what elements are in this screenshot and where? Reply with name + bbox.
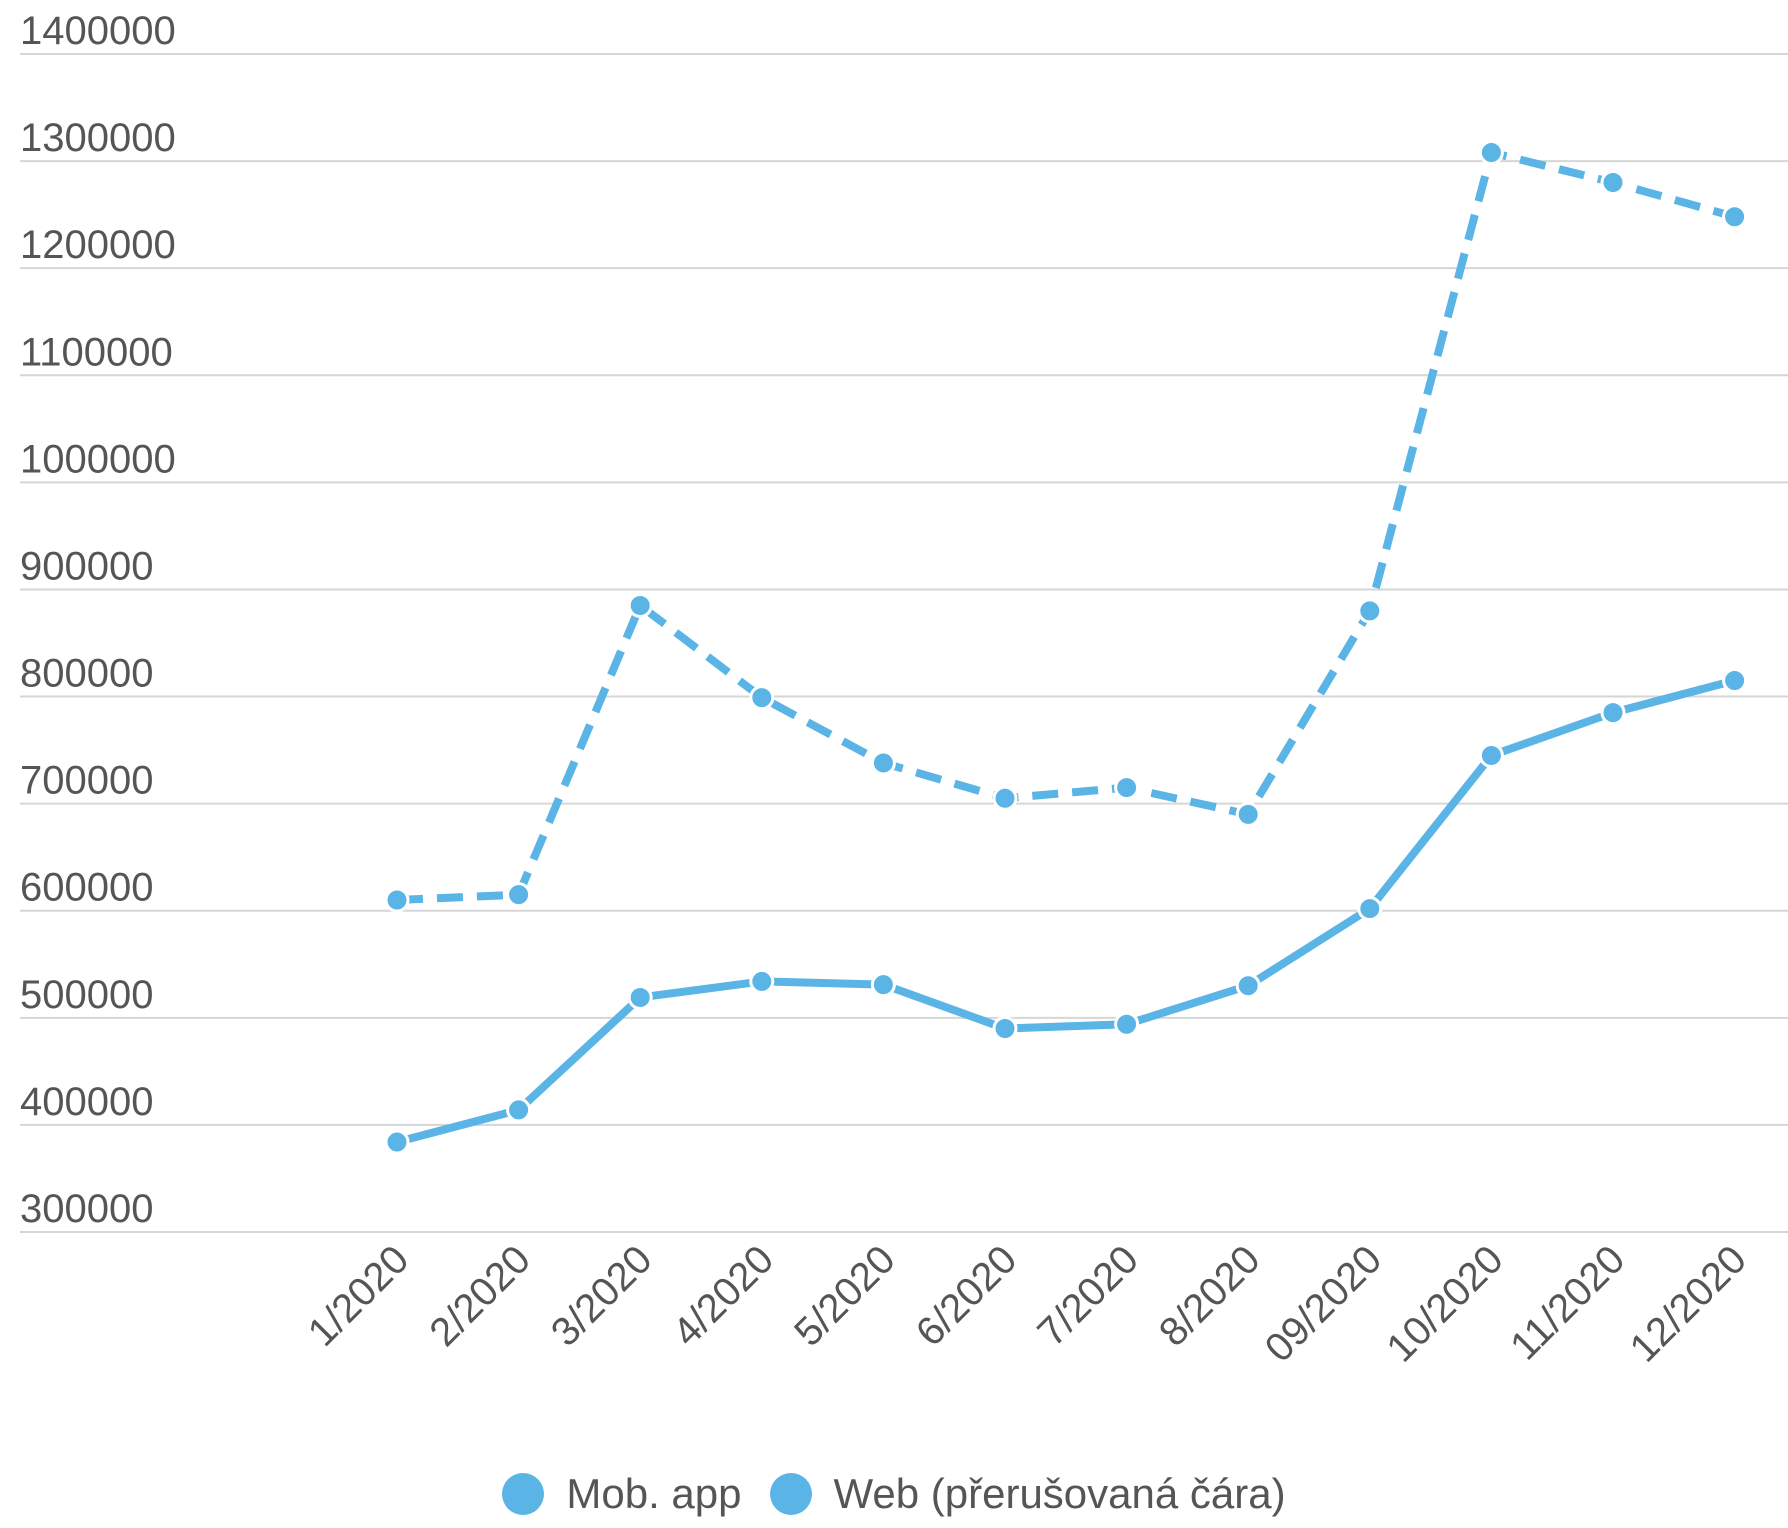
y-tick-label-400000: 400000 <box>20 1080 153 1124</box>
legend-swatch-mob-app <box>502 1473 545 1515</box>
data-point-mob-9[interactable] <box>1478 742 1504 768</box>
data-point-web-9[interactable] <box>1478 140 1504 166</box>
x-tick-label-2-2020: 2/2020 <box>421 1237 539 1355</box>
legend-swatch-web <box>769 1473 812 1515</box>
data-point-mob-0[interactable] <box>384 1129 410 1155</box>
x-tick-label-6-2020: 6/2020 <box>908 1237 1026 1355</box>
y-tick-label-1400000: 1400000 <box>20 9 176 53</box>
gridlines <box>20 53 1788 1233</box>
y-tick-label-1200000: 1200000 <box>20 223 176 267</box>
data-point-mob-10[interactable] <box>1600 700 1626 726</box>
x-tick-label-11-2020: 11/2020 <box>1502 1237 1633 1368</box>
x-tick-label-3-2020: 3/2020 <box>543 1237 661 1355</box>
y-tick-label-300000: 300000 <box>20 1187 153 1231</box>
series-lines <box>384 140 1748 1155</box>
data-point-web-5[interactable] <box>992 785 1018 811</box>
series-web <box>384 140 1748 913</box>
legend-label-web: Web (přerušovaná čára) <box>833 1470 1286 1517</box>
y-tick-label-600000: 600000 <box>20 866 153 910</box>
x-tick-label-4-2020: 4/2020 <box>665 1237 783 1355</box>
data-point-web-4[interactable] <box>870 750 896 776</box>
x-tick-label-8-2020: 8/2020 <box>1151 1237 1269 1355</box>
data-point-mob-6[interactable] <box>1114 1011 1140 1037</box>
data-point-web-10[interactable] <box>1600 170 1626 196</box>
y-tick-label-700000: 700000 <box>20 759 153 803</box>
data-point-web-3[interactable] <box>749 685 775 711</box>
series-mob <box>384 667 1748 1155</box>
data-point-mob-3[interactable] <box>749 968 775 994</box>
y-tick-label-1100000: 1100000 <box>20 330 173 374</box>
series-line-web <box>396 148 1736 905</box>
data-point-mob-7[interactable] <box>1235 973 1261 999</box>
data-point-mob-4[interactable] <box>870 972 896 998</box>
data-point-web-2[interactable] <box>627 593 653 619</box>
y-tick-label-800000: 800000 <box>20 652 153 696</box>
x-tick-label-7-2020: 7/2020 <box>1029 1237 1147 1355</box>
x-tick-label-09-2020: 09/2020 <box>1257 1237 1390 1370</box>
data-point-web-11[interactable] <box>1722 204 1748 230</box>
data-point-mob-2[interactable] <box>627 984 653 1010</box>
x-tick-label-5-2020: 5/2020 <box>786 1237 904 1355</box>
y-axis-tick-labels: 300000 400000 500000 600000 700000 800000 9000… <box>20 9 176 1231</box>
data-point-web-6[interactable] <box>1114 775 1140 801</box>
x-tick-label-10-2020: 10/2020 <box>1378 1237 1511 1370</box>
series-line-mob <box>393 676 1739 1147</box>
data-point-mob-8[interactable] <box>1357 896 1383 922</box>
x-axis-tick-labels: 1/2020 2/2020 3/2020 4/2020 5/2020 6/2020 7/20… <box>300 1237 1755 1370</box>
y-tick-label-1000000: 1000000 <box>20 437 176 481</box>
data-point-web-0[interactable] <box>384 887 410 913</box>
legend: Mob. app Web (přerušovaná čára) <box>0 1470 1788 1518</box>
data-point-mob-5[interactable] <box>992 1016 1018 1042</box>
legend-item-web[interactable]: Web (přerušovaná čára) <box>769 1470 1286 1518</box>
data-point-mob-11[interactable] <box>1722 667 1748 693</box>
x-tick-label-12-2020: 12/2020 <box>1622 1237 1755 1370</box>
legend-item-mob-app[interactable]: Mob. app <box>502 1470 742 1518</box>
data-point-web-1[interactable] <box>506 882 532 908</box>
y-tick-label-500000: 500000 <box>20 973 153 1017</box>
data-point-web-8[interactable] <box>1357 598 1383 624</box>
y-tick-label-1300000: 1300000 <box>20 116 176 160</box>
data-point-mob-1[interactable] <box>506 1097 532 1123</box>
legend-label-mob-app: Mob. app <box>566 1470 742 1517</box>
data-point-web-7[interactable] <box>1235 801 1261 827</box>
x-tick-label-1-2020: 1/2020 <box>300 1237 418 1355</box>
y-tick-label-900000: 900000 <box>20 544 153 588</box>
